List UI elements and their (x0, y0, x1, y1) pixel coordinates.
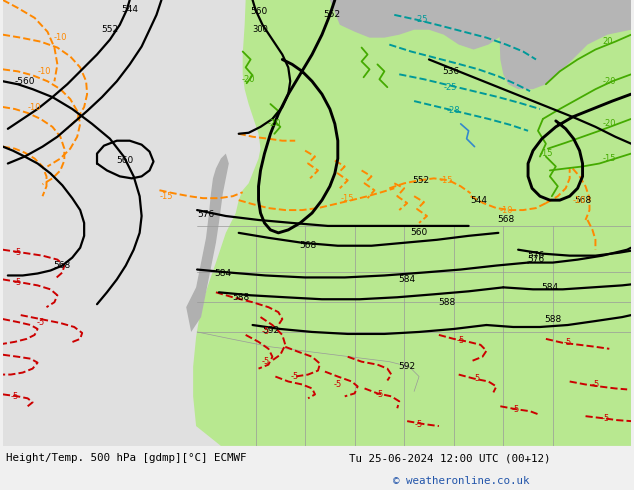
Text: 552: 552 (323, 10, 340, 20)
Text: -5: -5 (415, 419, 423, 429)
Text: © weatheronline.co.uk: © weatheronline.co.uk (393, 476, 529, 486)
Text: 592: 592 (399, 362, 416, 371)
Text: -25: -25 (444, 83, 458, 92)
Text: 568: 568 (574, 196, 591, 205)
Text: -10: -10 (28, 102, 41, 112)
Text: 560: 560 (116, 156, 133, 165)
Text: -5: -5 (333, 380, 342, 389)
Text: -20: -20 (268, 120, 281, 128)
Text: 568: 568 (299, 241, 317, 250)
Text: -5: -5 (291, 372, 299, 381)
Text: -560: -560 (15, 77, 35, 86)
Text: 568: 568 (498, 216, 515, 224)
Text: -5: -5 (13, 248, 22, 257)
Polygon shape (498, 0, 631, 89)
Text: 560: 560 (250, 7, 267, 16)
Text: -20: -20 (602, 120, 616, 128)
Polygon shape (3, 0, 631, 446)
Text: 576: 576 (527, 251, 545, 260)
Text: 560: 560 (410, 228, 428, 237)
Text: 584: 584 (399, 275, 416, 284)
Text: -5: -5 (261, 357, 269, 366)
Text: 536: 536 (442, 67, 460, 76)
Polygon shape (259, 0, 518, 119)
Text: 20: 20 (602, 37, 612, 46)
Text: -5: -5 (601, 414, 609, 423)
Text: 552: 552 (101, 25, 119, 34)
Text: 544: 544 (470, 196, 487, 205)
Text: -5: -5 (261, 327, 269, 337)
Polygon shape (320, 0, 508, 49)
Text: 584: 584 (541, 283, 559, 292)
Text: 576: 576 (527, 255, 545, 264)
Text: 588: 588 (438, 298, 455, 307)
Text: -10: -10 (38, 67, 51, 76)
Text: -15: -15 (602, 154, 616, 163)
Text: -5: -5 (11, 392, 19, 401)
Text: -20: -20 (242, 75, 256, 84)
Text: -10: -10 (573, 196, 586, 205)
Text: -5: -5 (512, 405, 521, 414)
Text: -10: -10 (54, 33, 67, 42)
Text: 584: 584 (214, 269, 231, 278)
Text: 588: 588 (232, 293, 249, 302)
Text: -28: -28 (447, 106, 460, 116)
Text: -5: -5 (592, 380, 600, 389)
Text: -5: -5 (456, 336, 465, 345)
Polygon shape (193, 0, 631, 446)
Text: 568: 568 (54, 261, 71, 270)
Text: 300: 300 (252, 25, 268, 34)
Text: -5: -5 (472, 374, 481, 383)
Text: 544: 544 (121, 5, 138, 14)
Text: 576: 576 (197, 210, 215, 219)
Text: -15: -15 (539, 149, 553, 158)
Text: -25: -25 (414, 15, 428, 24)
Text: -15: -15 (440, 176, 453, 185)
Text: Height/Temp. 500 hPa [gdmp][°C] ECMWF: Height/Temp. 500 hPa [gdmp][°C] ECMWF (6, 453, 247, 463)
Text: -5: -5 (13, 278, 22, 287)
Text: 588: 588 (544, 315, 562, 323)
Polygon shape (186, 153, 229, 332)
Text: Tu 25-06-2024 12:00 UTC (00+12): Tu 25-06-2024 12:00 UTC (00+12) (349, 453, 550, 463)
Text: -15: -15 (341, 194, 354, 203)
Text: -15: -15 (160, 192, 173, 201)
Text: -5: -5 (564, 339, 572, 347)
Text: 552: 552 (413, 176, 430, 185)
Text: -10: -10 (500, 206, 513, 215)
Text: -5: -5 (375, 390, 384, 399)
Text: 592: 592 (262, 326, 279, 336)
Text: -5: -5 (36, 318, 44, 326)
Text: -20: -20 (602, 77, 616, 86)
